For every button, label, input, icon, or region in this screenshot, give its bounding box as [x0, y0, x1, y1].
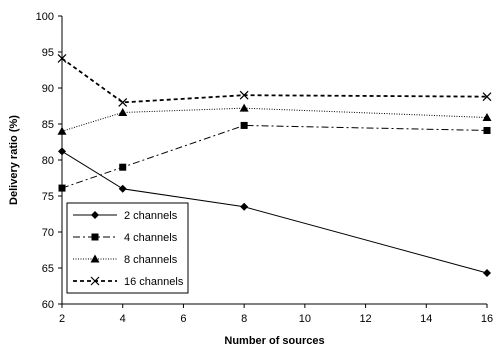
legend-marker	[90, 254, 100, 263]
legend-item: 8 channels	[73, 254, 178, 266]
data-point	[58, 184, 66, 192]
data-point	[57, 54, 67, 63]
x-tick-label: 8	[241, 313, 247, 325]
legend-box	[66, 202, 189, 294]
data-point	[240, 121, 248, 129]
x-tick-label: 6	[180, 313, 186, 325]
legend-label: 16 channels	[124, 276, 184, 288]
series-1	[58, 147, 491, 278]
x-tick-label: 14	[420, 313, 432, 325]
y-tick-label: 70	[42, 227, 54, 239]
legend-label: 8 channels	[124, 254, 178, 266]
y-tick-label: 100	[36, 11, 54, 23]
series-4	[57, 54, 492, 107]
y-tick-label: 80	[42, 155, 54, 167]
data-point	[119, 163, 127, 171]
data-point	[483, 269, 491, 278]
series-2	[58, 121, 491, 192]
data-point	[482, 92, 492, 102]
data-point	[483, 126, 491, 134]
x-tick-label: 10	[299, 313, 311, 325]
legend-label: 2 channels	[124, 210, 178, 222]
data-point	[118, 97, 128, 107]
legend: 2 channels 4 channels 8 channels 16 channel…	[66, 202, 189, 294]
x-tick-label: 12	[359, 313, 371, 325]
series-line	[61, 57, 488, 104]
y-tick-label: 65	[42, 263, 54, 275]
legend-item: 4 channels	[73, 232, 178, 244]
y-tick-label: 95	[42, 47, 54, 59]
data-point	[239, 103, 249, 112]
data-point	[118, 184, 127, 193]
series-3	[57, 103, 492, 135]
series-line	[61, 150, 488, 274]
data-point	[239, 90, 249, 100]
legend-item: 16 channels	[73, 276, 184, 288]
series-line	[61, 124, 488, 189]
series-layer	[57, 54, 492, 278]
legend-marker	[90, 276, 100, 286]
y-tick-label: 75	[42, 191, 54, 203]
x-tick-label: 2	[59, 313, 65, 325]
data-point	[118, 107, 128, 116]
legend-marker	[91, 211, 99, 219]
y-tick-label: 85	[42, 119, 54, 131]
legend-item: 2 channels	[73, 210, 178, 222]
y-tick-label: 60	[42, 299, 54, 311]
legend-label: 4 channels	[124, 232, 178, 244]
x-axis-title: Number of sources	[224, 335, 324, 347]
data-point	[482, 113, 492, 122]
series-line	[61, 107, 488, 132]
y-axis: 60 65 70 75 80 85 90 95 100	[36, 11, 62, 311]
legend-marker	[91, 233, 99, 241]
x-axis: 2 4 6 8 10 12 14 16	[59, 304, 493, 325]
x-tick-label: 4	[120, 313, 126, 325]
x-tick-label: 16	[481, 313, 493, 325]
data-point	[57, 126, 67, 135]
y-axis-title: Delivery ratio (%)	[8, 115, 20, 205]
y-tick-label: 90	[42, 83, 54, 95]
data-point	[58, 147, 66, 156]
data-point	[240, 202, 249, 211]
